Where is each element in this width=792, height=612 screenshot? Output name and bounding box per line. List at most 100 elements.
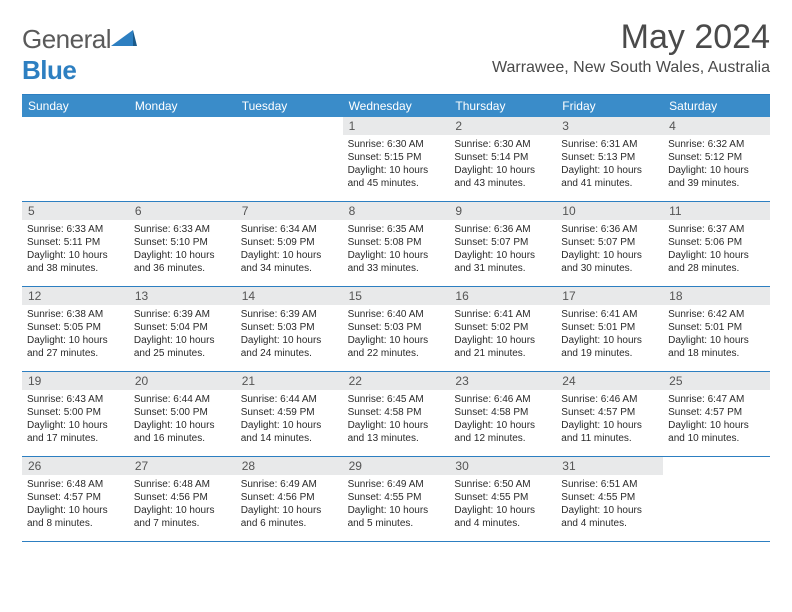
- day-number: 23: [449, 372, 556, 390]
- sunset-line: Sunset: 4:57 PM: [668, 406, 765, 419]
- sunset-line: Sunset: 5:03 PM: [241, 321, 338, 334]
- sunset-line: Sunset: 5:03 PM: [348, 321, 445, 334]
- daylight-line: Daylight: 10 hours and 45 minutes.: [348, 164, 445, 190]
- day-info: Sunrise: 6:46 AMSunset: 4:57 PMDaylight:…: [556, 390, 663, 449]
- sunrise-line: Sunrise: 6:47 AM: [668, 393, 765, 406]
- sunrise-line: Sunrise: 6:30 AM: [348, 138, 445, 151]
- location: Warrawee, New South Wales, Australia: [492, 59, 770, 77]
- day-header: Wednesday: [343, 95, 450, 117]
- day-number: 20: [129, 372, 236, 390]
- week-row: 19Sunrise: 6:43 AMSunset: 5:00 PMDayligh…: [22, 372, 770, 457]
- sunrise-line: Sunrise: 6:49 AM: [241, 478, 338, 491]
- day-number: 14: [236, 287, 343, 305]
- day-info: Sunrise: 6:37 AMSunset: 5:06 PMDaylight:…: [663, 220, 770, 279]
- sunset-line: Sunset: 5:05 PM: [27, 321, 124, 334]
- sunset-line: Sunset: 5:07 PM: [454, 236, 551, 249]
- sunrise-line: Sunrise: 6:51 AM: [561, 478, 658, 491]
- day-header-row: SundayMondayTuesdayWednesdayThursdayFrid…: [22, 95, 770, 117]
- day-number: 9: [449, 202, 556, 220]
- sunrise-line: Sunrise: 6:33 AM: [27, 223, 124, 236]
- brand-logo: GeneralBlue: [22, 18, 137, 86]
- day-info: Sunrise: 6:47 AMSunset: 4:57 PMDaylight:…: [663, 390, 770, 449]
- day-header: Thursday: [449, 95, 556, 117]
- sunrise-line: Sunrise: 6:48 AM: [134, 478, 231, 491]
- day-info: Sunrise: 6:48 AMSunset: 4:56 PMDaylight:…: [129, 475, 236, 534]
- week-row: 12Sunrise: 6:38 AMSunset: 5:05 PMDayligh…: [22, 287, 770, 372]
- sunset-line: Sunset: 4:55 PM: [561, 491, 658, 504]
- week-row: 26Sunrise: 6:48 AMSunset: 4:57 PMDayligh…: [22, 457, 770, 542]
- daylight-line: Daylight: 10 hours and 13 minutes.: [348, 419, 445, 445]
- sunrise-line: Sunrise: 6:48 AM: [27, 478, 124, 491]
- calendar-cell: 4Sunrise: 6:32 AMSunset: 5:12 PMDaylight…: [663, 117, 770, 201]
- day-number: 15: [343, 287, 450, 305]
- sunrise-line: Sunrise: 6:36 AM: [454, 223, 551, 236]
- sunset-line: Sunset: 5:13 PM: [561, 151, 658, 164]
- sunrise-line: Sunrise: 6:41 AM: [454, 308, 551, 321]
- calendar-cell: 13Sunrise: 6:39 AMSunset: 5:04 PMDayligh…: [129, 287, 236, 371]
- sunset-line: Sunset: 5:08 PM: [348, 236, 445, 249]
- sunrise-line: Sunrise: 6:31 AM: [561, 138, 658, 151]
- day-number: 5: [22, 202, 129, 220]
- calendar-cell: [129, 117, 236, 201]
- sunrise-line: Sunrise: 6:30 AM: [454, 138, 551, 151]
- day-number: 21: [236, 372, 343, 390]
- sunrise-line: Sunrise: 6:39 AM: [241, 308, 338, 321]
- day-header: Saturday: [663, 95, 770, 117]
- sunset-line: Sunset: 5:12 PM: [668, 151, 765, 164]
- calendar-cell: 30Sunrise: 6:50 AMSunset: 4:55 PMDayligh…: [449, 457, 556, 541]
- calendar-cell: 26Sunrise: 6:48 AMSunset: 4:57 PMDayligh…: [22, 457, 129, 541]
- day-header: Monday: [129, 95, 236, 117]
- day-info: Sunrise: 6:41 AMSunset: 5:02 PMDaylight:…: [449, 305, 556, 364]
- daylight-line: Daylight: 10 hours and 36 minutes.: [134, 249, 231, 275]
- day-number: 29: [343, 457, 450, 475]
- calendar-cell: 18Sunrise: 6:42 AMSunset: 5:01 PMDayligh…: [663, 287, 770, 371]
- sunset-line: Sunset: 5:04 PM: [134, 321, 231, 334]
- sunset-line: Sunset: 4:59 PM: [241, 406, 338, 419]
- daylight-line: Daylight: 10 hours and 16 minutes.: [134, 419, 231, 445]
- sunrise-line: Sunrise: 6:39 AM: [134, 308, 231, 321]
- daylight-line: Daylight: 10 hours and 22 minutes.: [348, 334, 445, 360]
- day-number: 1: [343, 117, 450, 135]
- sunset-line: Sunset: 5:11 PM: [27, 236, 124, 249]
- daylight-line: Daylight: 10 hours and 18 minutes.: [668, 334, 765, 360]
- brand-triangle-icon: [111, 28, 137, 48]
- day-number: 31: [556, 457, 663, 475]
- brand-name-b: Blue: [22, 55, 76, 85]
- sunset-line: Sunset: 5:10 PM: [134, 236, 231, 249]
- sunrise-line: Sunrise: 6:36 AM: [561, 223, 658, 236]
- daylight-line: Daylight: 10 hours and 27 minutes.: [27, 334, 124, 360]
- calendar-cell: 8Sunrise: 6:35 AMSunset: 5:08 PMDaylight…: [343, 202, 450, 286]
- day-number: 17: [556, 287, 663, 305]
- daylight-line: Daylight: 10 hours and 39 minutes.: [668, 164, 765, 190]
- month-title: May 2024: [492, 18, 770, 57]
- daylight-line: Daylight: 10 hours and 4 minutes.: [454, 504, 551, 530]
- day-info: Sunrise: 6:31 AMSunset: 5:13 PMDaylight:…: [556, 135, 663, 194]
- calendar-cell: 3Sunrise: 6:31 AMSunset: 5:13 PMDaylight…: [556, 117, 663, 201]
- daylight-line: Daylight: 10 hours and 5 minutes.: [348, 504, 445, 530]
- calendar: SundayMondayTuesdayWednesdayThursdayFrid…: [22, 94, 770, 542]
- calendar-cell: 11Sunrise: 6:37 AMSunset: 5:06 PMDayligh…: [663, 202, 770, 286]
- daylight-line: Daylight: 10 hours and 11 minutes.: [561, 419, 658, 445]
- day-number: 8: [343, 202, 450, 220]
- brand-name-a: General: [22, 24, 111, 54]
- sunset-line: Sunset: 5:02 PM: [454, 321, 551, 334]
- sunset-line: Sunset: 5:00 PM: [134, 406, 231, 419]
- daylight-line: Daylight: 10 hours and 43 minutes.: [454, 164, 551, 190]
- daylight-line: Daylight: 10 hours and 24 minutes.: [241, 334, 338, 360]
- sunrise-line: Sunrise: 6:46 AM: [561, 393, 658, 406]
- day-info: Sunrise: 6:45 AMSunset: 4:58 PMDaylight:…: [343, 390, 450, 449]
- daylight-line: Daylight: 10 hours and 12 minutes.: [454, 419, 551, 445]
- day-number: 30: [449, 457, 556, 475]
- sunset-line: Sunset: 4:56 PM: [134, 491, 231, 504]
- day-info: Sunrise: 6:43 AMSunset: 5:00 PMDaylight:…: [22, 390, 129, 449]
- calendar-cell: [22, 117, 129, 201]
- calendar-cell: [236, 117, 343, 201]
- calendar-cell: 22Sunrise: 6:45 AMSunset: 4:58 PMDayligh…: [343, 372, 450, 456]
- day-info: Sunrise: 6:40 AMSunset: 5:03 PMDaylight:…: [343, 305, 450, 364]
- day-info: Sunrise: 6:48 AMSunset: 4:57 PMDaylight:…: [22, 475, 129, 534]
- day-number: 16: [449, 287, 556, 305]
- daylight-line: Daylight: 10 hours and 34 minutes.: [241, 249, 338, 275]
- daylight-line: Daylight: 10 hours and 19 minutes.: [561, 334, 658, 360]
- calendar-cell: 24Sunrise: 6:46 AMSunset: 4:57 PMDayligh…: [556, 372, 663, 456]
- daylight-line: Daylight: 10 hours and 4 minutes.: [561, 504, 658, 530]
